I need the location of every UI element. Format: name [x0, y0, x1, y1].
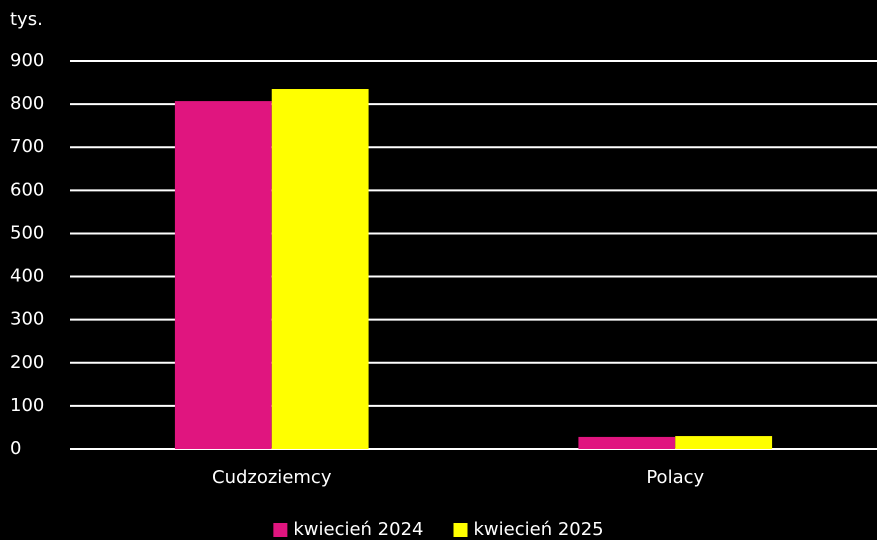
y-tick-label: 300 [10, 309, 44, 330]
y-tick-label: 100 [10, 395, 44, 416]
y-tick-label: 600 [10, 179, 44, 200]
x-tick-label: Polacy [646, 467, 704, 488]
legend-label: kwiecień 2024 [293, 519, 423, 540]
bar [675, 436, 773, 449]
bar [174, 101, 272, 450]
y-tick-label: 400 [10, 266, 44, 287]
x-tick-label: Cudzoziemcy [212, 467, 332, 488]
y-axis-label: tys. [10, 9, 43, 30]
bar [271, 89, 369, 450]
y-tick-label: 500 [10, 222, 44, 243]
legend-swatch [453, 523, 468, 537]
bar [578, 436, 676, 449]
y-tick-label: 700 [10, 136, 44, 157]
y-tick-label: 0 [10, 438, 21, 459]
y-tick-label: 200 [10, 352, 44, 373]
legend-swatch [273, 523, 288, 537]
y-tick-label: 800 [10, 93, 44, 114]
legend-label: kwiecień 2025 [474, 519, 604, 540]
y-tick-label: 900 [10, 50, 44, 71]
